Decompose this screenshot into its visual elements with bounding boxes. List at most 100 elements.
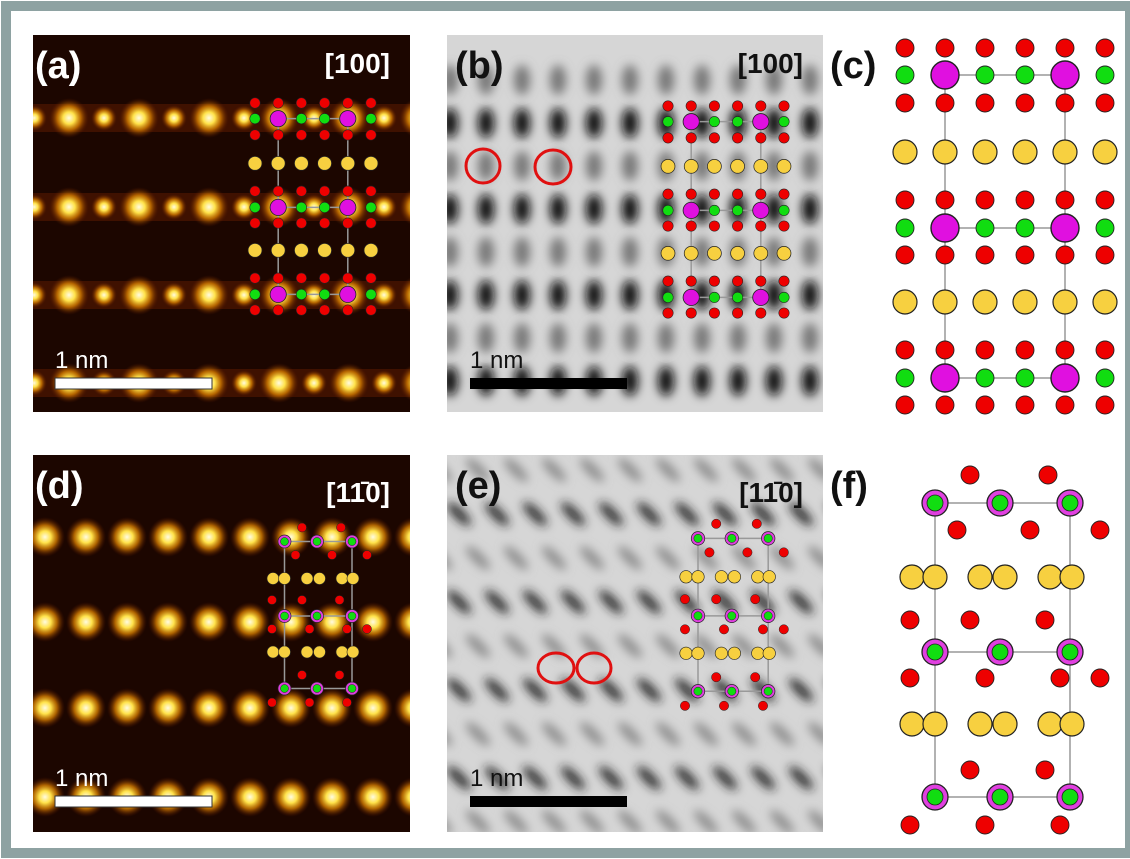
- atom: [1095, 65, 1115, 85]
- atom-column: [189, 275, 229, 315]
- blob: [694, 810, 718, 832]
- atom-column: [371, 194, 397, 220]
- atom: [975, 218, 995, 238]
- atom: [365, 272, 377, 284]
- blob: [542, 546, 566, 570]
- blob: [504, 810, 528, 832]
- atom: [708, 132, 720, 144]
- atom: [660, 246, 676, 261]
- atom: [732, 132, 744, 144]
- atom: [926, 788, 944, 806]
- atom-column: [312, 688, 352, 728]
- atom-column: [91, 105, 117, 131]
- blob: [770, 634, 794, 658]
- atom: [295, 129, 307, 141]
- atom: [685, 188, 697, 200]
- atom: [762, 646, 776, 660]
- atom-column: [231, 282, 257, 308]
- atom-column: [91, 194, 117, 220]
- blob: [447, 151, 458, 181]
- atom: [727, 533, 737, 543]
- blob: [523, 502, 547, 526]
- atom: [679, 570, 693, 584]
- blob: [766, 151, 782, 181]
- atom: [319, 304, 331, 316]
- zone-axis: [100]: [738, 48, 803, 79]
- atom: [922, 564, 948, 590]
- atom: [1012, 139, 1038, 165]
- atom: [319, 97, 331, 109]
- atom: [972, 289, 998, 315]
- atom: [1015, 218, 1035, 238]
- atom: [280, 684, 289, 693]
- layer: (a) [100] 1 nm (b) [100] 1 nm (c) (d) [11̄0] 1 nm…: [33, 38, 1118, 835]
- atom: [339, 110, 357, 128]
- atom: [895, 395, 915, 415]
- atom: [313, 645, 326, 659]
- atom: [947, 520, 967, 540]
- blob: [447, 108, 458, 138]
- atom-column: [231, 370, 257, 396]
- atom: [247, 243, 263, 258]
- atom: [272, 129, 284, 141]
- atom-column: [371, 282, 397, 308]
- blob: [802, 237, 818, 267]
- atom: [899, 711, 925, 737]
- abf-e: [447, 458, 823, 832]
- atom: [297, 595, 307, 605]
- atom: [679, 646, 693, 660]
- blob: [656, 546, 680, 570]
- blob: [447, 502, 471, 526]
- atom: [895, 368, 915, 388]
- atom: [334, 595, 345, 605]
- blob: [466, 458, 490, 482]
- blob: [802, 108, 818, 138]
- atom: [991, 788, 1009, 806]
- atom: [708, 100, 720, 112]
- atom: [708, 275, 720, 287]
- atom: [1050, 213, 1080, 243]
- atom: [683, 159, 699, 174]
- atom: [1055, 190, 1075, 210]
- atom: [719, 624, 729, 635]
- atom: [1059, 711, 1085, 737]
- atom: [975, 340, 995, 360]
- blob: [478, 237, 494, 267]
- atom-column: [161, 105, 187, 131]
- scale-bar: [54, 795, 213, 808]
- atom: [1015, 93, 1035, 113]
- blob: [789, 678, 813, 702]
- atom: [342, 97, 354, 109]
- blob: [770, 458, 794, 482]
- atom: [317, 243, 332, 258]
- atom: [685, 220, 697, 232]
- atom-column: [371, 105, 397, 131]
- atom: [266, 645, 280, 659]
- atom-model: [660, 100, 792, 319]
- panel-d-image: [33, 455, 410, 832]
- atom: [1092, 139, 1118, 165]
- blob: [808, 634, 823, 658]
- blob: [447, 678, 471, 702]
- atom: [932, 139, 958, 165]
- blob: [514, 194, 530, 224]
- atom: [294, 156, 309, 171]
- atom: [662, 188, 674, 200]
- blob: [561, 502, 585, 526]
- atom: [278, 572, 291, 585]
- blob: [622, 151, 638, 181]
- atom: [991, 643, 1009, 661]
- atom: [732, 116, 744, 128]
- atom: [755, 220, 767, 232]
- atom-column: [91, 282, 117, 308]
- atom: [727, 686, 737, 696]
- atom-column: [66, 602, 106, 642]
- blob: [694, 546, 718, 570]
- atom: [751, 646, 765, 660]
- blob: [766, 65, 782, 95]
- blob: [730, 323, 746, 353]
- atom: [294, 243, 309, 258]
- atom: [704, 547, 715, 558]
- atom: [340, 156, 356, 171]
